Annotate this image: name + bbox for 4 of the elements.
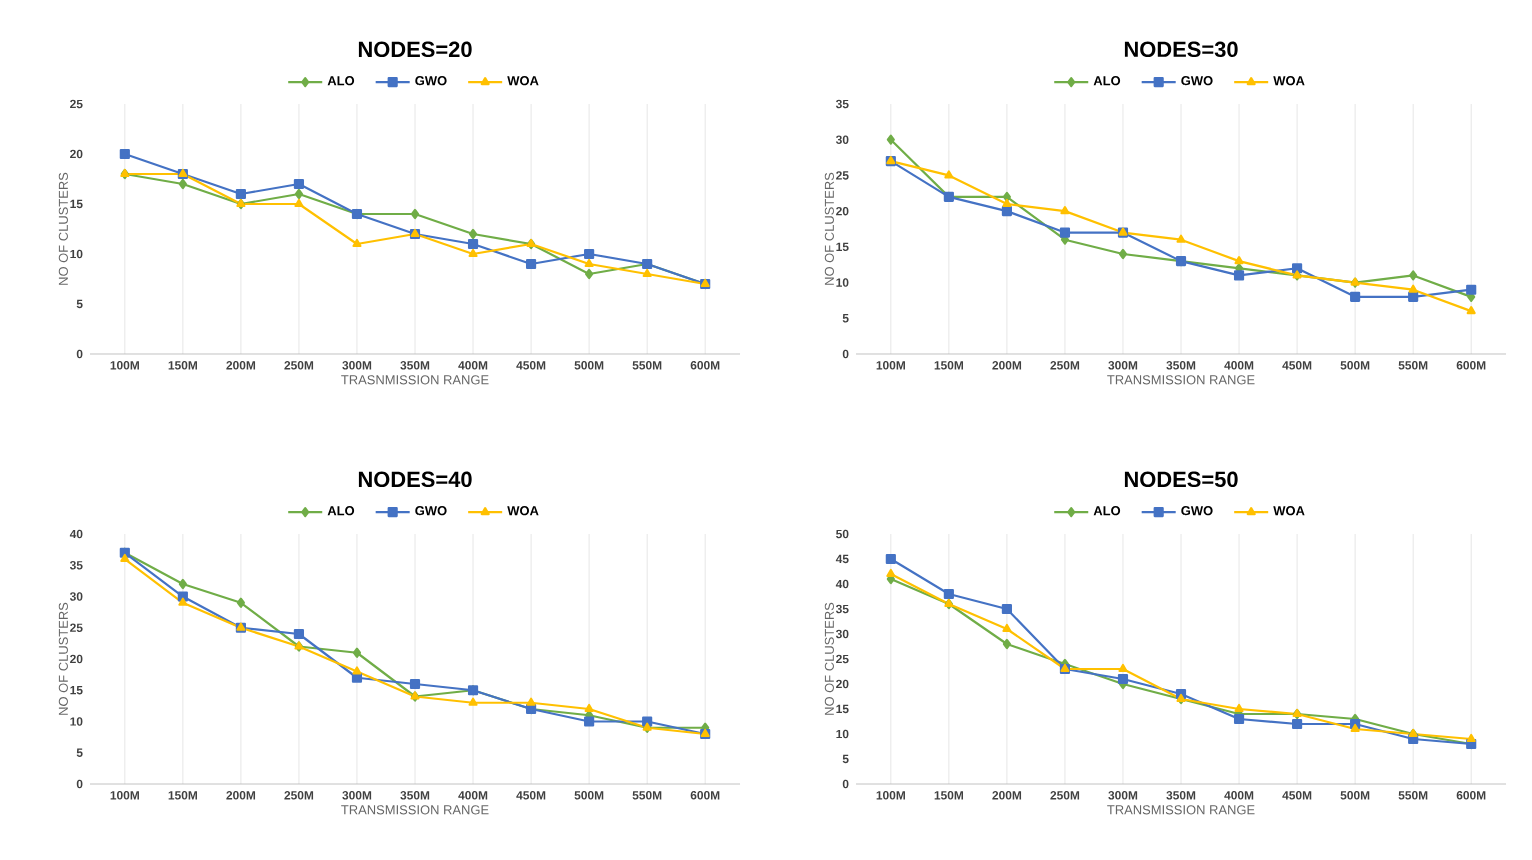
chart-title: NODES=30	[1124, 41, 1238, 58]
chart-title: NODES=50	[1124, 471, 1238, 488]
chart-title: NODES=40	[358, 471, 472, 488]
chart-title: NODES=20	[358, 41, 472, 58]
